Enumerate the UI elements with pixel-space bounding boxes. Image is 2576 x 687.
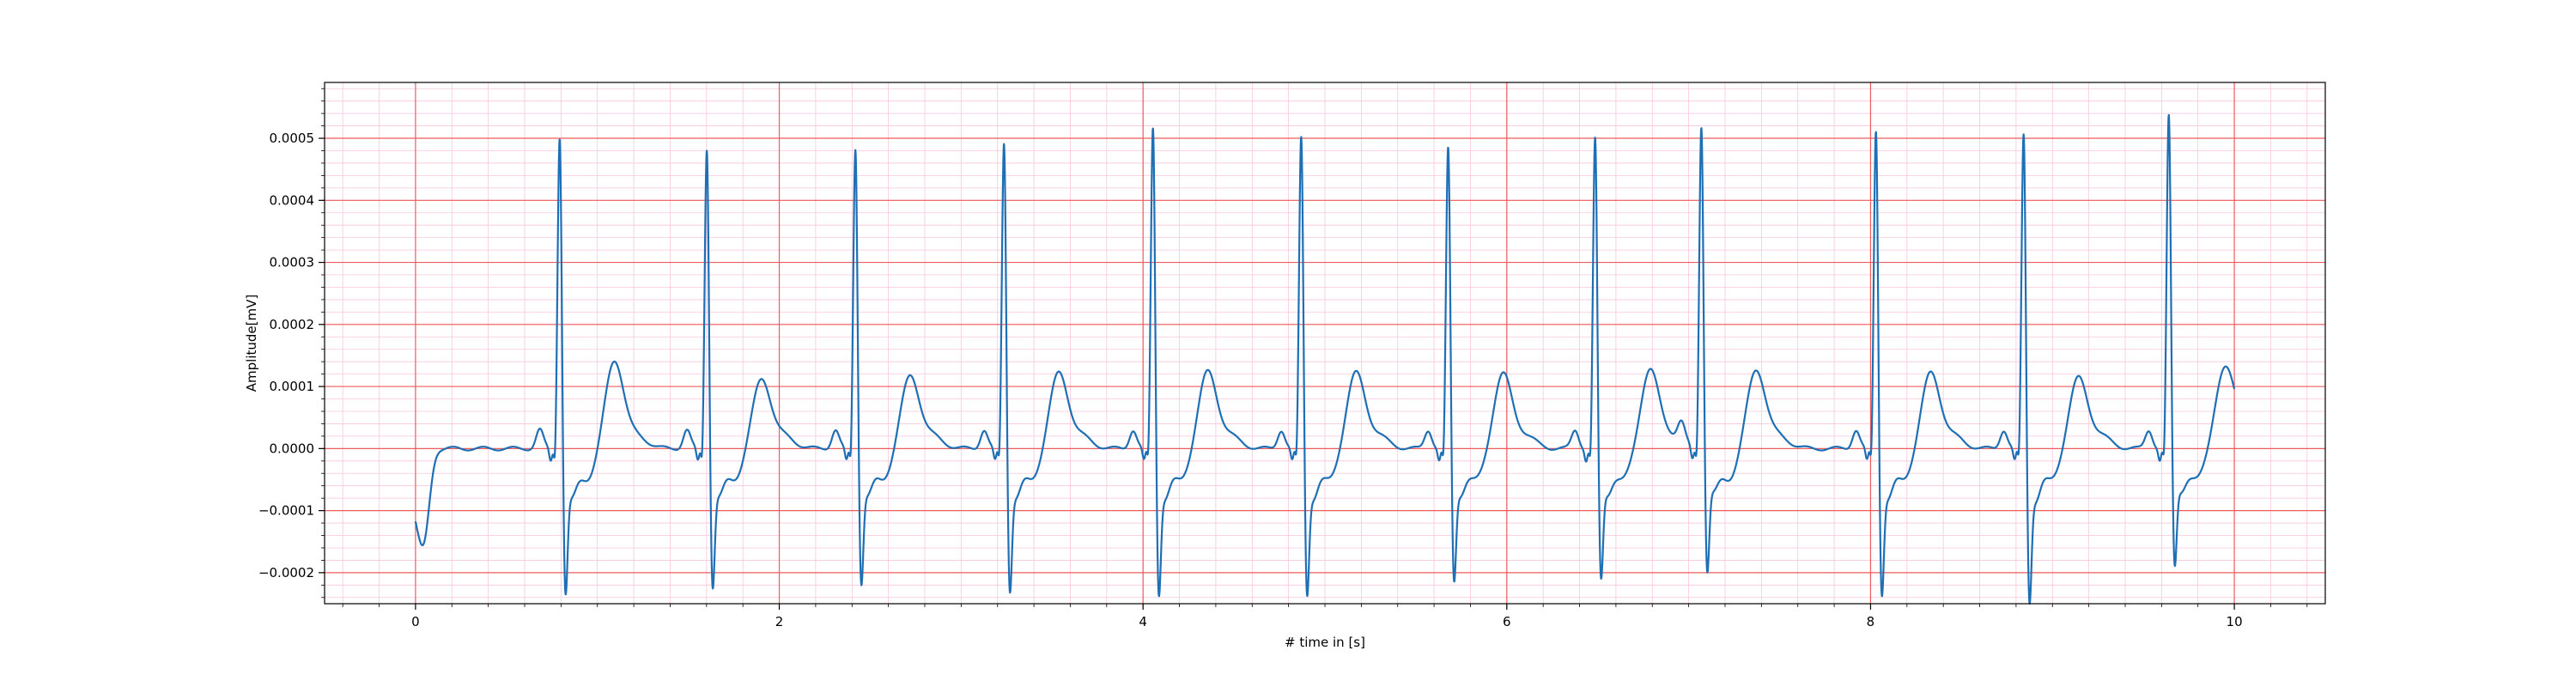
y-tick-label: 0.0002 [270, 317, 315, 332]
ecg-series-line [414, 113, 2236, 605]
y-tick-label: 0.0004 [270, 192, 315, 208]
y-tick-label: −0.0001 [258, 503, 314, 519]
x-axis: 0 2 4 6 8 10 [342, 604, 2308, 629]
x-axis-label: # time in [s] [1285, 635, 1365, 650]
y-tick-label: −0.0002 [258, 565, 314, 581]
plot-area [324, 82, 2326, 605]
y-tick-label: 0.0000 [270, 441, 315, 456]
x-tick-label: 10 [2227, 614, 2243, 629]
series-layer [414, 113, 2236, 605]
y-axis: −0.0002 −0.0001 0.0000 0.0001 0.0002 0.0003 0.… [258, 88, 325, 599]
x-tick-label: 0 [411, 614, 420, 629]
x-tick-label: 6 [1503, 614, 1511, 629]
y-tick-label: 0.0005 [270, 131, 315, 146]
x-tick-label: 8 [1867, 614, 1875, 629]
x-tick-label: 2 [775, 614, 784, 629]
x-tick-label: 4 [1139, 614, 1147, 629]
y-axis-label: Amplitude[mV] [244, 295, 259, 392]
y-tick-label: 0.0003 [270, 255, 315, 271]
y-tick-label: 0.0001 [270, 379, 315, 394]
major-grid [325, 82, 2325, 604]
